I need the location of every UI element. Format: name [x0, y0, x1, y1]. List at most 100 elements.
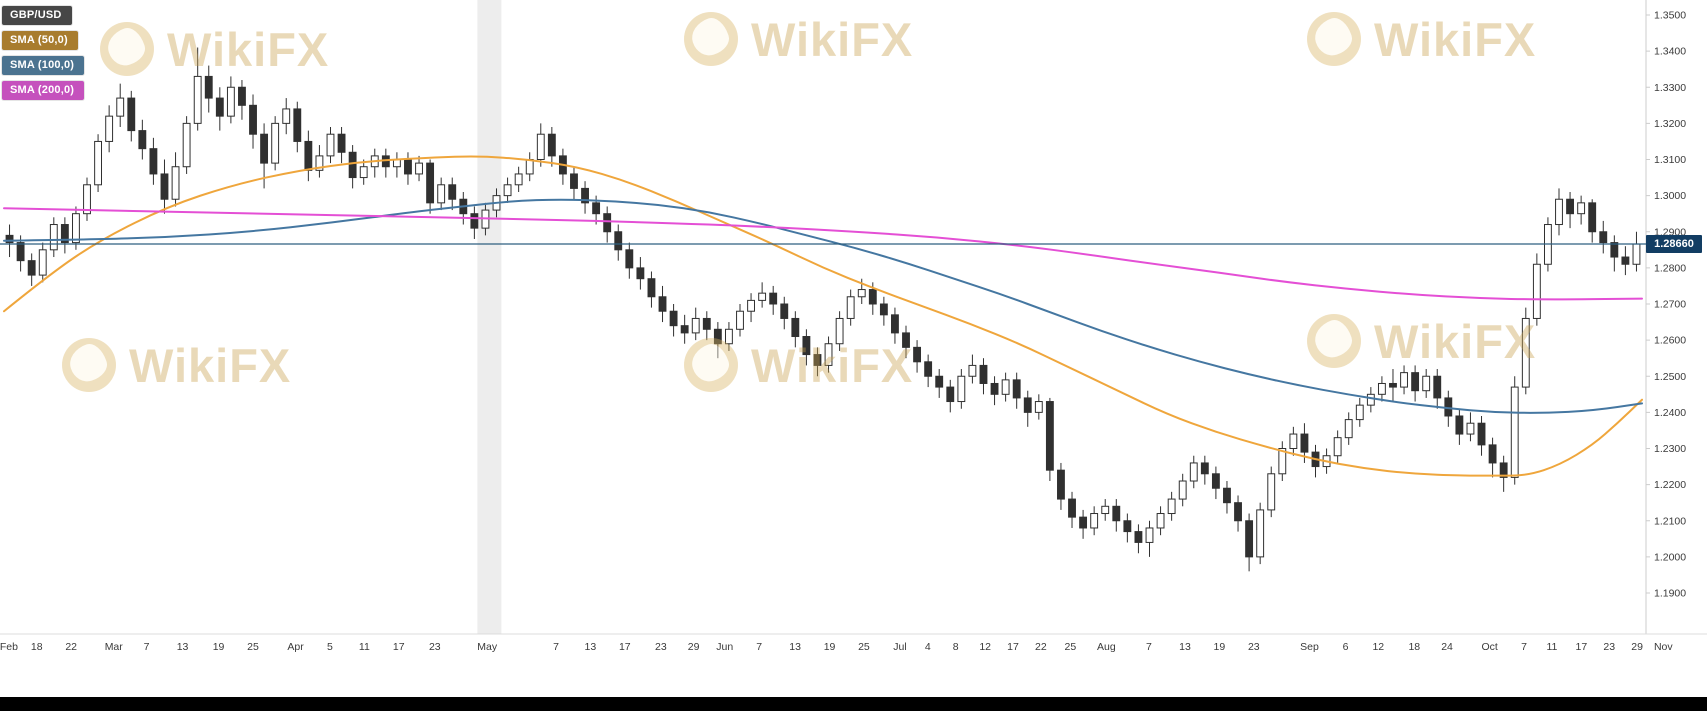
candle-body: [1555, 198, 1563, 226]
candle-body: [1488, 444, 1497, 464]
y-axis-label: 1.3500: [1654, 10, 1686, 22]
candle-body: [1289, 433, 1298, 449]
candle-body: [1632, 243, 1641, 265]
candle-body: [547, 133, 556, 157]
y-axis-label: 1.2500: [1654, 371, 1686, 383]
x-axis-label: 12: [1372, 641, 1384, 653]
y-axis-label: 1.3400: [1654, 46, 1686, 58]
candle-body: [990, 382, 999, 395]
x-axis-label: Feb: [0, 641, 18, 653]
candle-body: [503, 184, 512, 197]
x-axis-label: 7: [553, 641, 559, 653]
candle-body: [691, 317, 700, 334]
x-axis-label: Sep: [1300, 641, 1319, 653]
x-axis-label: 13: [177, 641, 189, 653]
y-axis-label: 1.1900: [1654, 588, 1686, 600]
x-axis-label: 8: [953, 641, 959, 653]
candle-body: [149, 148, 158, 175]
x-axis-label: 23: [1603, 641, 1615, 653]
candle-body: [171, 166, 180, 200]
candle-body: [116, 97, 125, 117]
x-axis-label: 23: [429, 641, 441, 653]
candle-body: [1068, 498, 1076, 518]
candle-body: [724, 328, 733, 345]
candle-body: [1167, 498, 1176, 515]
candle-body: [1145, 527, 1154, 543]
candle-body: [1079, 516, 1088, 529]
candlestick-series[interactable]: [5, 47, 1641, 572]
candle-body: [1034, 401, 1043, 413]
candle-body: [105, 115, 114, 142]
x-axis-label: 13: [789, 641, 801, 653]
x-axis-label: 5: [327, 641, 333, 653]
candle-body: [348, 151, 357, 179]
candle-body: [182, 122, 191, 168]
x-axis-label: 25: [1064, 641, 1076, 653]
candle-body: [1344, 419, 1353, 439]
x-axis-label: 13: [1179, 641, 1191, 653]
candle-body: [1510, 386, 1519, 478]
candle-body: [16, 242, 25, 262]
candle-body: [72, 213, 80, 244]
candle-body: [337, 133, 346, 153]
candle-body: [713, 328, 722, 345]
candle-body: [1366, 393, 1375, 406]
candle-body: [581, 187, 589, 204]
candle-body: [791, 317, 800, 338]
sma50-badge[interactable]: SMA (50,0): [2, 31, 78, 50]
sma100-badge[interactable]: SMA (100,0): [2, 56, 85, 75]
candle-body: [426, 162, 435, 204]
candle-body: [702, 317, 711, 330]
symbol-badge[interactable]: GBP/USD: [2, 6, 72, 25]
candle-body: [1178, 480, 1187, 500]
candle-body: [448, 184, 457, 200]
candle-body: [879, 303, 888, 316]
candle-body: [1422, 375, 1431, 392]
candle-body: [780, 303, 789, 319]
candle-body: [1256, 509, 1265, 558]
candle-body: [1211, 473, 1220, 489]
y-axis-label: 1.2100: [1654, 515, 1686, 527]
x-axis-label: 19: [1214, 641, 1226, 653]
candle-body: [5, 234, 14, 244]
x-axis-label: 29: [688, 641, 700, 653]
x-axis-label: Mar: [105, 641, 124, 653]
candle-body: [326, 133, 335, 157]
candle-body: [946, 386, 955, 403]
x-axis-label: 4: [925, 641, 931, 653]
candle-body: [1023, 397, 1032, 413]
current-price-badge: 1.28660: [1646, 235, 1702, 254]
candle-body: [1355, 404, 1364, 421]
candle-body: [359, 166, 368, 179]
candle-body: [647, 278, 656, 298]
x-axis-label: 25: [858, 641, 870, 653]
candle-body: [935, 375, 944, 388]
candle-body: [260, 133, 269, 164]
x-axis-label: Jun: [716, 641, 733, 653]
x-axis-label: 11: [1546, 641, 1557, 653]
session-band: [477, 0, 502, 634]
candle-body: [979, 364, 988, 384]
candle-body: [1245, 520, 1254, 558]
y-axis-label: 1.2400: [1654, 407, 1686, 419]
y-axis-label: 1.2200: [1654, 479, 1686, 491]
candle-body: [625, 249, 634, 269]
x-axis-label: 18: [1408, 641, 1420, 653]
sma200-badge[interactable]: SMA (200,0): [2, 81, 85, 100]
x-axis-label: Nov: [1654, 641, 1673, 653]
candle-body: [1521, 317, 1530, 388]
candle-body: [1477, 422, 1486, 446]
candle-body: [238, 86, 246, 106]
candle-body: [736, 310, 744, 330]
candle-body: [60, 224, 69, 244]
candle-body: [570, 173, 578, 189]
candle-body: [138, 130, 147, 150]
candle-body: [1433, 375, 1442, 399]
sma-line-3: [3, 207, 1643, 301]
candle-body: [1588, 202, 1597, 233]
x-axis-label: 24: [1441, 641, 1453, 653]
candle-body: [1134, 531, 1143, 543]
candle-body: [891, 314, 899, 334]
candle-body: [215, 97, 224, 117]
